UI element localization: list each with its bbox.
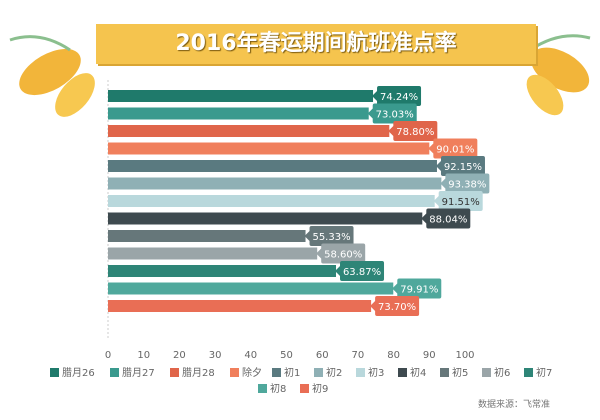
bar-腊月27[interactable] xyxy=(108,107,369,120)
data-label-bubble xyxy=(372,86,422,106)
data-label-bubble xyxy=(435,156,485,176)
legend-swatch xyxy=(356,368,365,377)
legend-label: 腊月27 xyxy=(122,367,155,379)
x-tick-label: 30 xyxy=(209,350,222,361)
data-source: 数据来源：飞常准 xyxy=(477,400,550,410)
x-tick-label: 0 xyxy=(105,350,111,361)
legend-item-腊月28[interactable]: 腊月28 xyxy=(170,367,215,379)
legend-item-初9[interactable]: 初9 xyxy=(300,382,328,395)
chart-title: 2016年春运期间航班准点率 xyxy=(175,31,457,56)
bar-腊月28[interactable] xyxy=(108,125,390,137)
legend-label: 腊月28 xyxy=(182,367,215,379)
x-tick-label: 90 xyxy=(423,350,436,361)
x-tick-label: 50 xyxy=(280,350,293,361)
legend-swatch xyxy=(524,368,533,377)
legend-swatch xyxy=(398,368,407,377)
title-banner xyxy=(96,24,536,64)
legend-item-除夕[interactable]: 除夕 xyxy=(230,366,262,379)
legend-swatch xyxy=(482,368,491,377)
data-label-bubble xyxy=(304,226,354,246)
bar-初1[interactable] xyxy=(108,160,437,172)
x-tick-label: 70 xyxy=(352,350,365,361)
legend-label: 初1 xyxy=(284,366,300,379)
bar-初5[interactable] xyxy=(108,230,306,242)
x-tick-label: 10 xyxy=(137,350,150,361)
bar-初3[interactable] xyxy=(108,195,435,207)
bar-初8[interactable] xyxy=(108,282,394,295)
legend-swatch xyxy=(230,368,239,377)
legend-label: 初8 xyxy=(270,382,286,395)
legend-item-初7[interactable]: 初7 xyxy=(524,366,552,379)
data-label-bubble xyxy=(392,278,442,299)
data-label: 79.91% xyxy=(400,285,438,296)
bar-除夕[interactable] xyxy=(108,142,430,155)
legend-swatch xyxy=(300,384,309,393)
legend-swatch xyxy=(314,368,323,377)
data-label-bubble xyxy=(388,121,438,141)
data-label-bubble xyxy=(335,261,385,281)
x-tick-label: 40 xyxy=(244,350,257,361)
legend-swatch xyxy=(440,368,449,377)
data-label: 74.24% xyxy=(380,92,418,103)
legend-label: 除夕 xyxy=(242,366,262,379)
legend-label: 腊月26 xyxy=(62,367,95,379)
bar-初9[interactable] xyxy=(108,300,372,312)
legend-item-初4[interactable]: 初4 xyxy=(398,366,426,379)
legend-label: 初9 xyxy=(312,382,328,395)
x-tick-label: 100 xyxy=(455,350,474,361)
data-label: 78.80% xyxy=(396,127,434,138)
data-label-bubble xyxy=(433,191,483,211)
leaf-decoration-left xyxy=(9,35,95,117)
data-label-bubble xyxy=(367,103,417,124)
data-label: 63.87% xyxy=(343,267,381,278)
bar-初4[interactable] xyxy=(108,212,423,225)
legend-label: 初3 xyxy=(368,366,384,379)
x-tick-label: 20 xyxy=(173,350,186,361)
data-label: 92.15% xyxy=(444,162,482,173)
legend-item-腊月27[interactable]: 腊月27 xyxy=(110,367,155,379)
data-label-bubble xyxy=(428,138,478,159)
data-label: 55.33% xyxy=(312,232,350,243)
data-label: 73.03% xyxy=(376,110,414,121)
leaf-decoration-right xyxy=(526,34,591,116)
legend-item-初5[interactable]: 初5 xyxy=(440,366,468,379)
data-label: 58.60% xyxy=(324,250,362,261)
legend-label: 初7 xyxy=(536,366,552,379)
legend-label: 初6 xyxy=(494,366,510,379)
legend-item-初6[interactable]: 初6 xyxy=(482,366,510,379)
legend-swatch xyxy=(50,368,59,377)
legend-label: 初5 xyxy=(452,366,468,379)
x-tick-label: 80 xyxy=(387,350,400,361)
legend-label: 初2 xyxy=(326,366,342,379)
legend-item-腊月26[interactable]: 腊月26 xyxy=(50,367,95,379)
data-label-bubble xyxy=(421,208,471,229)
data-label: 88.04% xyxy=(429,215,467,226)
legend-swatch xyxy=(110,368,119,377)
legend-item-初1[interactable]: 初1 xyxy=(272,366,300,379)
legend-item-初3[interactable]: 初3 xyxy=(356,366,384,379)
data-label-bubble xyxy=(370,296,420,316)
legend-swatch xyxy=(272,368,281,377)
bar-初6[interactable] xyxy=(108,247,318,260)
bar-腊月26[interactable] xyxy=(108,90,374,102)
legend-swatch xyxy=(258,384,267,393)
legend-swatch xyxy=(170,368,179,377)
data-label: 73.70% xyxy=(378,302,416,313)
x-tick-label: 60 xyxy=(316,350,329,361)
data-label: 93.38% xyxy=(448,180,486,191)
bar-初2[interactable] xyxy=(108,177,442,190)
data-label-bubble xyxy=(440,173,490,194)
data-label-bubble xyxy=(316,243,366,264)
bar-初7[interactable] xyxy=(108,265,337,277)
legend-item-初8[interactable]: 初8 xyxy=(258,382,286,395)
data-label: 90.01% xyxy=(436,145,474,156)
data-label: 91.51% xyxy=(442,197,480,208)
legend-item-初2[interactable]: 初2 xyxy=(314,366,342,379)
legend-label: 初4 xyxy=(410,366,426,379)
